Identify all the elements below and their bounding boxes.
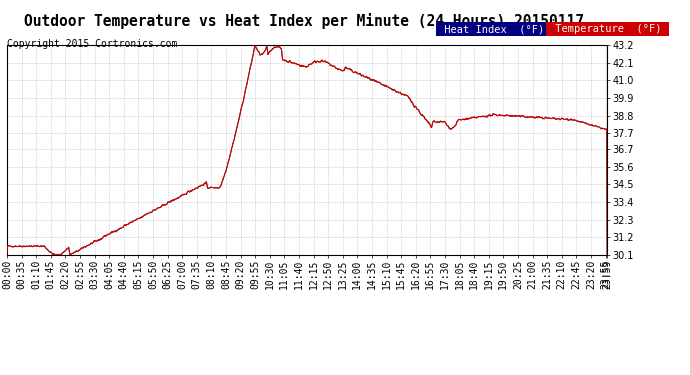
Text: Outdoor Temperature vs Heat Index per Minute (24 Hours) 20150117: Outdoor Temperature vs Heat Index per Mi…	[23, 13, 584, 29]
Text: Copyright 2015 Cortronics.com: Copyright 2015 Cortronics.com	[7, 39, 177, 50]
Text: Heat Index  (°F): Heat Index (°F)	[438, 24, 551, 34]
Text: Temperature  (°F): Temperature (°F)	[549, 24, 667, 34]
